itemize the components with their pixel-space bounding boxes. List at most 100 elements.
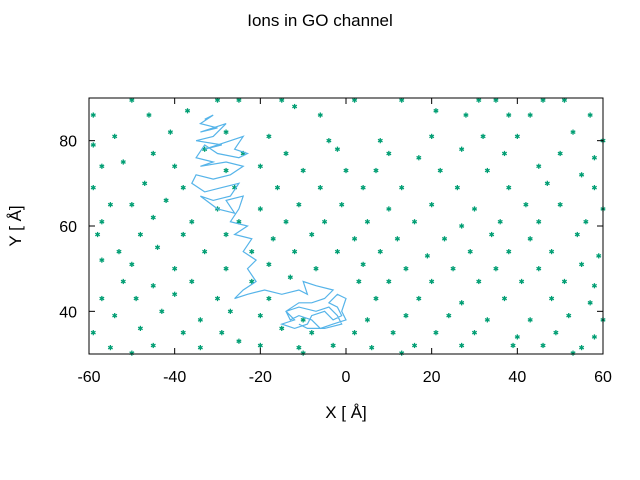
ion-point [587, 112, 593, 118]
ion-point [107, 345, 113, 351]
ion-point [463, 112, 469, 118]
ion-point [150, 342, 156, 349]
ion-point [399, 185, 405, 191]
ion-point [497, 219, 503, 225]
ion-point [223, 129, 229, 135]
ion-point [202, 249, 208, 255]
ion-point [489, 231, 495, 238]
axis-ticks-layer: -60 -40 -20 0 20 40 60 40 60 80 [59, 98, 612, 386]
ion-point [309, 231, 315, 238]
ion-point [579, 172, 585, 178]
ion-point [536, 266, 542, 272]
ion-point [257, 206, 263, 212]
ion-point [386, 150, 392, 157]
ion-point [112, 313, 118, 319]
ion-point [279, 325, 285, 331]
ion-point [433, 108, 439, 114]
y-tick-label: 40 [59, 304, 77, 321]
ion-point [373, 167, 379, 174]
ion-point [514, 133, 520, 139]
ion-point [386, 206, 392, 212]
ion-point [484, 317, 490, 323]
ion-point [99, 295, 105, 302]
ion-point [527, 112, 533, 118]
ion-point [574, 231, 580, 238]
ion-point [257, 163, 263, 169]
ion-point [300, 350, 306, 356]
ion-point [506, 112, 512, 118]
ion-point [433, 330, 439, 336]
ion-point [570, 129, 576, 135]
ion-point [527, 317, 533, 323]
ion-point [249, 278, 255, 285]
ion-point [540, 342, 546, 349]
ion-point [557, 150, 563, 157]
ion-point [459, 342, 465, 349]
ion-point [214, 295, 221, 302]
ion-point [570, 350, 576, 356]
ion-point [476, 278, 482, 285]
ion-point [351, 236, 358, 242]
ion-point [99, 257, 105, 263]
ion-point [223, 231, 229, 238]
chart-title: Ions in GO channel [247, 11, 393, 30]
ion-point [90, 330, 96, 336]
ion-point [300, 317, 306, 323]
ion-point [377, 249, 383, 255]
ion-point [266, 133, 272, 139]
ion-point [180, 231, 186, 238]
ion-point [112, 133, 118, 139]
ion-point [317, 112, 323, 118]
ion-point [129, 261, 135, 267]
ion-point [257, 313, 263, 319]
ion-point [249, 249, 255, 255]
ion-point [300, 167, 306, 174]
ion-point [137, 231, 143, 238]
ion-point [557, 202, 563, 208]
ion-point [313, 266, 319, 272]
ion-point [287, 274, 293, 280]
ion-trajectory-line [191, 114, 347, 330]
ion-point [90, 185, 96, 191]
ion-point [411, 342, 418, 349]
ion-point [536, 219, 542, 225]
ion-point [536, 163, 542, 169]
ion-point [120, 159, 126, 165]
ion-points-layer [90, 97, 606, 356]
ion-point [403, 313, 409, 319]
ion-point [424, 253, 430, 259]
ion-point [172, 266, 178, 272]
ion-point [587, 300, 593, 306]
ion-point [459, 300, 465, 306]
ion-point [296, 345, 302, 351]
ion-point [377, 138, 383, 144]
ion-point [334, 249, 341, 255]
ion-point [454, 185, 460, 191]
ion-point [510, 342, 516, 349]
ion-point [429, 202, 435, 208]
x-tick-label: -40 [163, 369, 186, 386]
ion-point [142, 180, 148, 186]
ion-point [501, 295, 508, 302]
x-tick-label: -20 [249, 369, 272, 386]
ion-point [501, 150, 508, 157]
ion-point [326, 138, 332, 144]
ion-point [399, 350, 405, 356]
ion-point [197, 345, 203, 351]
plot-frame [88, 97, 604, 355]
ion-point [99, 163, 105, 169]
ion-point [99, 219, 105, 225]
ion-point [566, 313, 572, 319]
ion-point [270, 236, 276, 242]
ion-point [257, 342, 263, 349]
ion-point [223, 167, 229, 174]
ion-point [150, 150, 156, 157]
ion-point [394, 236, 400, 242]
ion-point [484, 167, 490, 174]
ion-point [390, 330, 396, 336]
ion-point [330, 342, 336, 349]
ion-point [416, 295, 422, 302]
ion-point [167, 129, 173, 135]
ion-point [364, 317, 370, 323]
